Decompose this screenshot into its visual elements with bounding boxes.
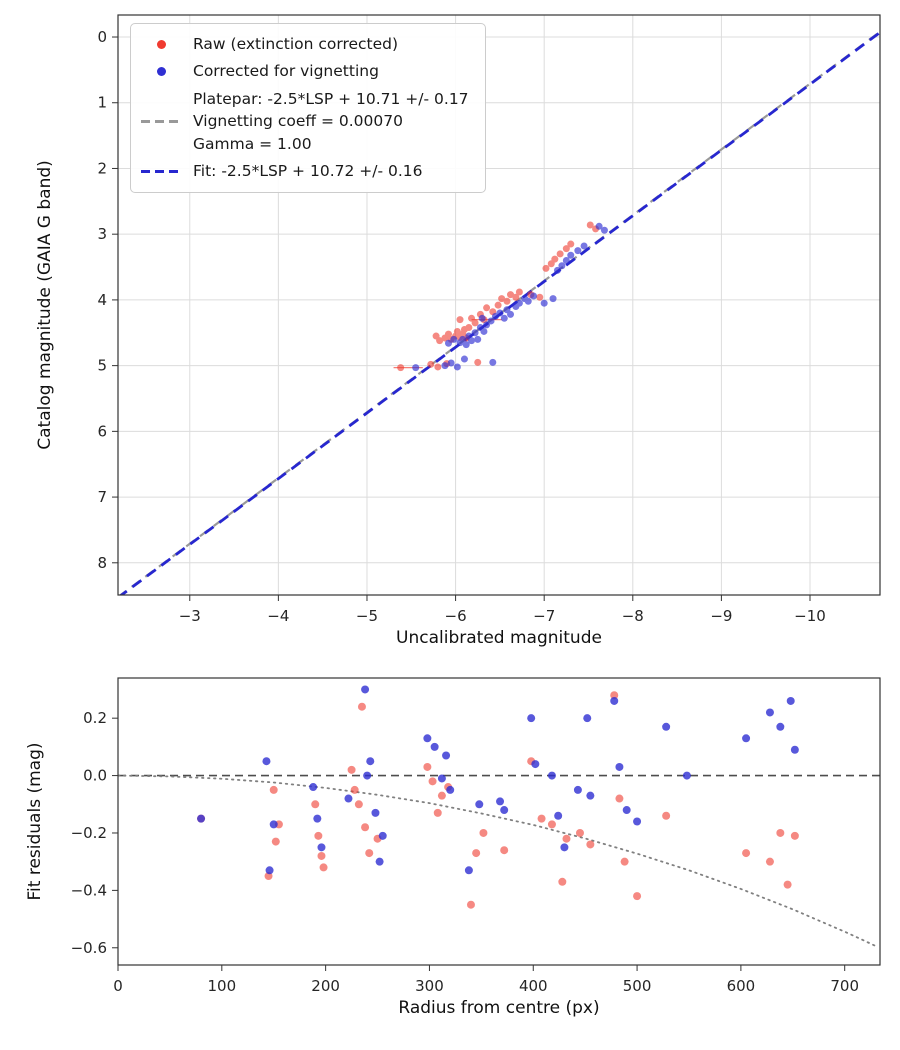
tick-labels: −3 −4 −5 −6 −7 −8 −9 −10 0 1 2 3 4 5 6 7 8 (97, 28, 825, 625)
svg-text:−7: −7 (533, 607, 555, 625)
svg-text:0.0: 0.0 (83, 767, 107, 785)
legend-label: Fit: -2.5*LSP + 10.72 +/- 0.16 (193, 162, 423, 181)
svg-text:300: 300 (415, 977, 444, 995)
series-corrected-for-vignetting (412, 222, 608, 372)
svg-text:−9: −9 (710, 607, 732, 625)
y-axis-label: Catalog magnitude (GAIA G band) (35, 160, 55, 450)
svg-text:−10: −10 (794, 607, 826, 625)
svg-text:500: 500 (623, 977, 652, 995)
top-chart-magnitude-fit: −3 −4 −5 −6 −7 −8 −9 −10 0 1 2 3 4 5 6 7 8 Uncalibrated m… (35, 14, 881, 648)
tick-labels: 0 100 200 300 400 500 600 700 0.2 0.0 −0.2 −0.4 −0.6 (71, 709, 859, 995)
series-raw-extinction-corrected (397, 221, 600, 372)
svg-text:−0.6: −0.6 (71, 939, 107, 957)
legend-entry: Platepar: -2.5*LSP + 10.71 +/- 0.17 Vigne… (141, 88, 469, 155)
plot-area (118, 30, 880, 595)
svg-text:−6: −6 (445, 607, 467, 625)
svg-text:−0.4: −0.4 (71, 881, 107, 899)
svg-text:0: 0 (97, 28, 107, 46)
svg-text:100: 100 (207, 977, 236, 995)
svg-text:600: 600 (727, 977, 756, 995)
legend-label: Platepar: -2.5*LSP + 10.71 +/- 0.17 Vigne… (193, 89, 469, 153)
bottom-chart-fit-residuals: 0 100 200 300 400 500 600 700 0.2 0.0 −0.2 −0.4 −0.6… (25, 677, 881, 1018)
svg-text:1: 1 (97, 94, 107, 112)
svg-text:−0.2: −0.2 (71, 824, 107, 842)
svg-text:−8: −8 (622, 607, 644, 625)
svg-text:0: 0 (113, 977, 123, 995)
legend-dot-marker-icon (141, 65, 181, 79)
svg-text:−5: −5 (356, 607, 378, 625)
svg-text:7: 7 (97, 488, 107, 506)
platepar-fit-line (118, 30, 880, 595)
svg-text:200: 200 (311, 977, 340, 995)
y-axis-label: Fit residuals (mag) (25, 743, 45, 901)
svg-text:4: 4 (97, 291, 107, 309)
legend-label: Corrected for vignetting (193, 62, 379, 81)
svg-text:−4: −4 (267, 607, 289, 625)
legend-dash-marker-icon (141, 115, 181, 129)
series-raw-extinction-corrected (197, 691, 799, 909)
legend-dot-marker-icon (141, 37, 181, 51)
svg-text:5: 5 (97, 357, 107, 375)
svg-text:0.2: 0.2 (83, 709, 107, 727)
legend-entry: Corrected for vignetting (141, 60, 469, 82)
axes-spines (117, 677, 881, 966)
svg-text:400: 400 (519, 977, 548, 995)
x-axis-label: Uncalibrated magnitude (396, 628, 602, 648)
svg-text:6: 6 (97, 422, 107, 440)
axes-spines (117, 14, 881, 596)
svg-text:700: 700 (830, 977, 859, 995)
series-corrected-for-vignetting (197, 685, 799, 875)
svg-text:2: 2 (97, 159, 107, 177)
legend-entry: Fit: -2.5*LSP + 10.72 +/- 0.16 (141, 160, 469, 182)
legend-entry: Raw (extinction corrected) (141, 33, 469, 55)
plot-area (118, 685, 880, 947)
legend: Raw (extinction corrected) Corrected for … (130, 23, 486, 193)
legend-label: Raw (extinction corrected) (193, 35, 399, 53)
svg-text:−3: −3 (179, 607, 201, 625)
svg-text:8: 8 (97, 554, 107, 572)
x-axis-label: Radius from centre (px) (398, 998, 599, 1018)
svg-text:3: 3 (97, 225, 107, 243)
legend-dash-marker-icon (141, 165, 181, 179)
